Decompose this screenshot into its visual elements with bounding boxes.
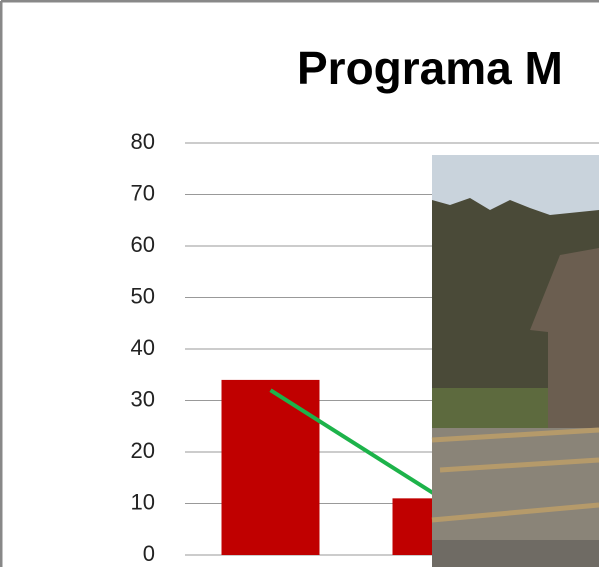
photo-hut xyxy=(530,248,599,440)
photo-path xyxy=(432,540,599,567)
chart-title: Programa M xyxy=(297,42,563,94)
y-tick-label: 30 xyxy=(131,386,155,411)
photo-fence xyxy=(431,427,599,523)
y-tick-label: 60 xyxy=(131,232,155,257)
photo xyxy=(431,155,599,567)
bar xyxy=(221,379,320,555)
y-tick-label: 0 xyxy=(143,541,155,566)
y-tick-label: 40 xyxy=(131,335,155,360)
y-tick-label: 70 xyxy=(131,180,155,205)
line xyxy=(269,388,443,501)
y-tick-label: 50 xyxy=(131,283,155,308)
y-tick-label: 10 xyxy=(131,489,155,514)
y-tick-label: 80 xyxy=(131,129,155,154)
y-tick-label: 20 xyxy=(131,438,155,463)
